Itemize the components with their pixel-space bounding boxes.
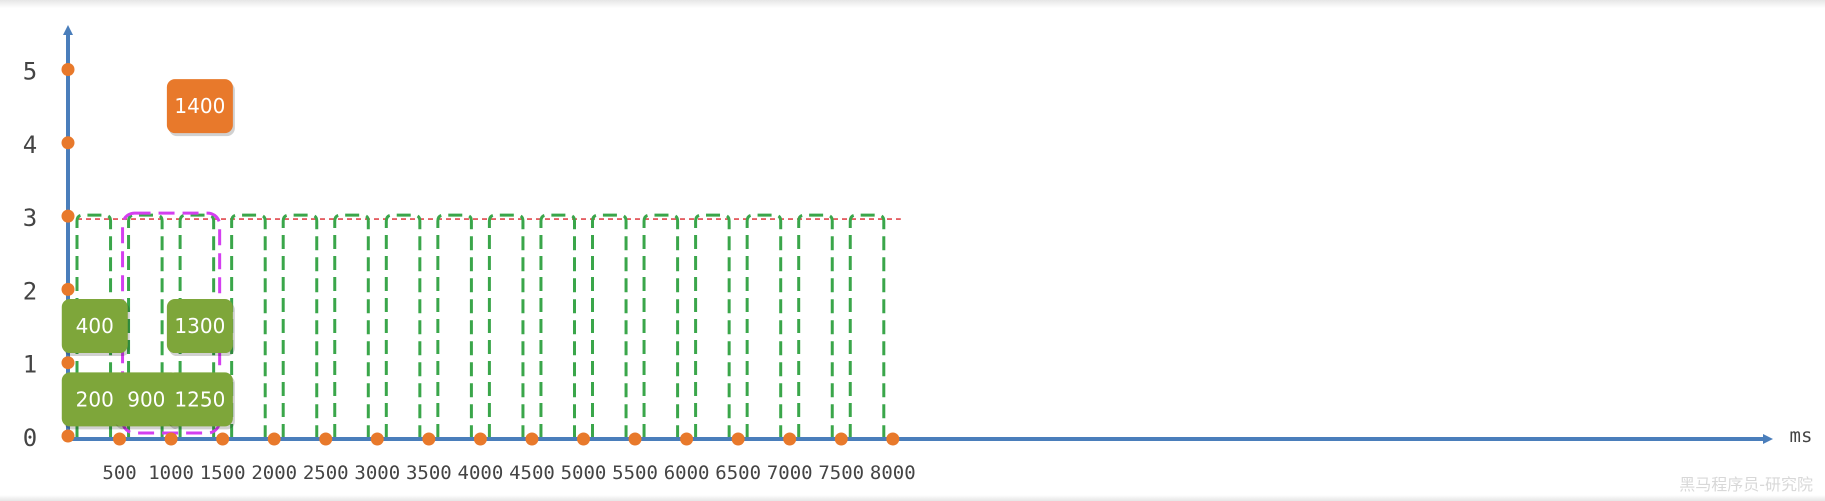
x-tick-dot xyxy=(886,432,900,446)
y-tick-dot xyxy=(61,209,75,223)
window-frame xyxy=(591,213,628,438)
request-label: 1250 xyxy=(174,387,225,411)
window-frame xyxy=(539,213,576,438)
y-tick-label: 1 xyxy=(23,351,37,379)
window-frame xyxy=(230,213,267,438)
window-frame xyxy=(436,213,473,438)
rejected-request-box xyxy=(166,79,233,134)
watermark: 黑马程序员-研究院 xyxy=(1679,475,1813,494)
y-tick-label: 0 xyxy=(23,424,37,452)
accepted-request-box xyxy=(61,299,128,354)
x-tick-dot xyxy=(783,432,797,446)
x-tick-dot xyxy=(473,432,487,446)
x-tick-label: 8000 xyxy=(870,462,916,484)
accepted-request-box xyxy=(166,372,233,427)
x-tick-dot xyxy=(113,432,127,446)
x-tick-label: 7000 xyxy=(767,462,813,484)
y-tick-dot xyxy=(61,63,75,76)
y-tick-dot xyxy=(61,136,75,150)
window-frame xyxy=(384,213,422,438)
x-tick-label: 6500 xyxy=(715,462,761,484)
window-frame xyxy=(642,213,680,438)
request-label: 900 xyxy=(127,387,165,411)
accepted-request-box xyxy=(61,372,128,427)
x-tick-label: 1000 xyxy=(148,462,194,484)
x-unit-label: ms xyxy=(1790,425,1813,447)
window-frame xyxy=(694,213,731,438)
request-label: 1400 xyxy=(174,94,225,118)
x-tick-label: 2000 xyxy=(251,462,297,484)
x-tick-label: 4000 xyxy=(458,462,504,484)
x-tick-dot xyxy=(525,432,539,446)
x-tick-label: 3500 xyxy=(406,462,452,484)
request-label: 200 xyxy=(76,387,114,411)
request-label: 400 xyxy=(76,314,114,338)
accepted-request-box xyxy=(113,372,180,427)
x-tick-dot xyxy=(422,432,436,446)
x-tick-label: 5500 xyxy=(612,462,658,484)
window-frame xyxy=(127,213,164,438)
window-frame xyxy=(848,213,886,438)
x-tick-label: 7500 xyxy=(818,462,864,484)
x-tick-dot xyxy=(680,432,694,446)
x-tick-label: 4500 xyxy=(509,462,555,484)
window-frame xyxy=(281,213,319,438)
x-tick-label: 5000 xyxy=(561,462,607,484)
x-tick-dot xyxy=(577,432,590,446)
y-tick-dot xyxy=(61,429,75,443)
y-tick-label: 4 xyxy=(23,131,37,159)
y-tick-dot xyxy=(61,356,75,370)
window-frame xyxy=(487,213,525,438)
window-frame xyxy=(797,213,834,438)
request-label: 1300 xyxy=(174,314,225,338)
frame-bottom-edge xyxy=(0,495,1825,501)
window-frame xyxy=(745,213,783,438)
x-tick-dot xyxy=(267,432,281,446)
x-tick-dot xyxy=(834,432,848,446)
x-tick-dot xyxy=(628,432,642,446)
x-tick-label: 1500 xyxy=(200,462,246,484)
x-tick-dot xyxy=(731,432,745,446)
window-frame xyxy=(333,213,370,438)
x-tick-dot xyxy=(319,432,333,446)
y-tick-dot xyxy=(61,282,75,296)
y-tick-label: 3 xyxy=(23,204,37,232)
x-tick-label: 6000 xyxy=(664,462,710,484)
x-tick-dot xyxy=(370,432,384,446)
frame-top-edge xyxy=(0,0,1825,8)
x-tick-label: 2500 xyxy=(303,462,349,484)
x-tick-label: 3000 xyxy=(354,462,400,484)
window-frame xyxy=(75,213,113,438)
x-tick-label: 500 xyxy=(102,462,136,484)
y-tick-label: 5 xyxy=(23,58,37,86)
x-tick-dot xyxy=(216,432,230,446)
x-tick-dot xyxy=(164,432,178,446)
accepted-request-box xyxy=(166,299,233,354)
window-frame xyxy=(178,213,216,438)
y-tick-label: 2 xyxy=(23,277,37,305)
